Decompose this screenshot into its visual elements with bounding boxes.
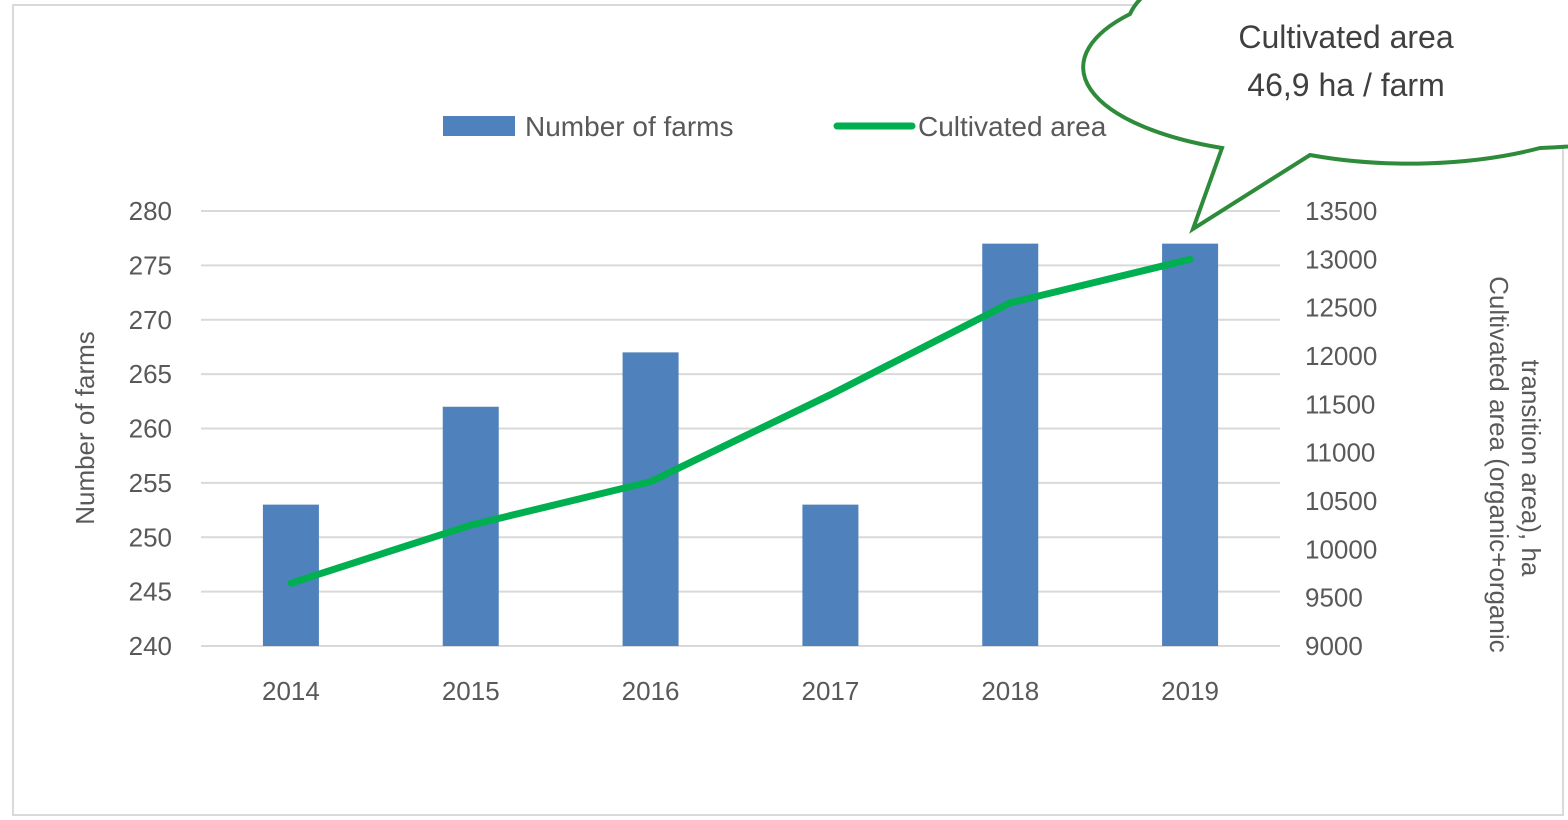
left-tick-label: 275	[129, 250, 172, 280]
legend-swatch-number-of-farms	[443, 116, 515, 136]
right-tick-label: 10500	[1305, 486, 1377, 516]
x-tick-label: 2018	[981, 676, 1039, 706]
right-tick-label: 11500	[1305, 389, 1375, 419]
bar-series	[262, 243, 1219, 646]
left-tick-label: 245	[129, 577, 172, 607]
x-axis-ticks: 2014 2015 2016 2017 2018 2019	[262, 676, 1219, 706]
right-tick-label: 12500	[1305, 293, 1377, 323]
right-axis-ticks: 9000 9500 10000 10500 11000 11500 12000 12500 13…	[1305, 196, 1377, 661]
bar-number-of-farms	[622, 352, 679, 646]
right-axis-title-line1: Cultivated area (organic+organic	[1484, 276, 1514, 653]
right-tick-label: 12000	[1305, 341, 1377, 371]
right-tick-label: 11000	[1305, 438, 1375, 468]
left-tick-label: 250	[129, 522, 172, 552]
left-tick-label: 255	[129, 468, 172, 498]
x-tick-label: 2015	[442, 676, 500, 706]
left-tick-label: 240	[129, 631, 172, 661]
callout: Cultivated area 46,9 ha / farm	[1081, 0, 1568, 234]
callout-bubble	[1081, 0, 1568, 234]
x-tick-label: 2016	[622, 676, 680, 706]
x-tick-label: 2019	[1161, 676, 1219, 706]
left-tick-label: 260	[129, 414, 172, 444]
legend-label-number-of-farms: Number of farms	[525, 111, 734, 142]
x-tick-label: 2014	[262, 676, 320, 706]
right-axis-title: Cultivated area (organic+organic transit…	[1484, 276, 1546, 660]
right-tick-label: 9500	[1305, 583, 1363, 613]
left-tick-label: 270	[129, 305, 172, 335]
left-tick-label: 265	[129, 359, 172, 389]
legend: Number of farms Cultivated area	[443, 111, 1107, 142]
right-tick-label: 9000	[1305, 631, 1363, 661]
right-tick-label: 10000	[1305, 534, 1377, 564]
right-tick-label: 13500	[1305, 196, 1377, 226]
x-tick-label: 2017	[801, 676, 859, 706]
right-axis-title-line2: transition area), ha	[1516, 360, 1546, 577]
callout-line1: Cultivated area	[1238, 19, 1453, 55]
bar-number-of-farms	[1162, 243, 1219, 646]
left-axis-ticks: 240 245 250 255 260 265 270 275 280	[129, 196, 172, 661]
line-cultivated-area	[287, 255, 1194, 587]
left-tick-label: 280	[129, 196, 172, 226]
left-axis-title: Number of farms	[70, 331, 100, 525]
callout-line2: 46,9 ha / farm	[1247, 67, 1444, 103]
line-series	[287, 255, 1194, 587]
legend-label-cultivated-area: Cultivated area	[918, 111, 1107, 142]
right-tick-label: 13000	[1305, 244, 1377, 274]
bar-number-of-farms	[802, 504, 859, 646]
gridlines	[201, 210, 1280, 647]
